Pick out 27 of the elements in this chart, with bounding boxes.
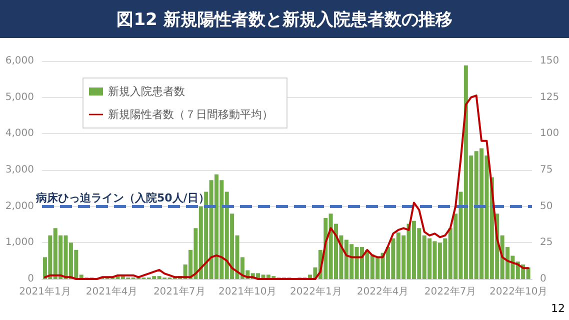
x-tick-label: 2022年1月 (290, 286, 342, 298)
legend-label: 新規入院患者数 (108, 85, 185, 98)
x-tick-label: 2022年10月 (490, 286, 548, 298)
x-tick-label: 2021年7月 (153, 286, 206, 298)
y2-tick-label: 75 (540, 164, 553, 176)
ref-line-label: 病床ひっ迫ライン（入院50人/日） (35, 191, 210, 204)
x-tick-label: 2021年4月 (86, 286, 138, 298)
y-tick-label: 3,000 (5, 164, 34, 176)
y2-tick-label: 100 (540, 128, 560, 140)
y2-tick-label: 150 (540, 56, 560, 66)
y-tick-label: 5,000 (5, 92, 34, 103)
legend-label: 新規陽性者数（７日間移動平均） (108, 108, 273, 121)
y-tick-label: 0 (28, 274, 34, 284)
y-tick-label: 4,000 (5, 128, 34, 140)
text: 12 (551, 302, 566, 315)
y2-tick-label: 25 (540, 237, 553, 248)
y-tick-label: 6,000 (5, 56, 34, 66)
x-tick-label: 2021年10月 (218, 286, 277, 298)
chart-title: 図12 新規陽性者数と新規入院患者数の推移 (0, 0, 569, 38)
x-tick-label: 2021年1月 (19, 286, 71, 298)
x-tick-label: 2022年4月 (356, 286, 409, 298)
y-tick-label: 2,000 (5, 200, 34, 212)
y2-tick-label: 125 (540, 92, 560, 103)
y2-tick-label: 0 (540, 274, 546, 284)
y-tick-label: 1,000 (5, 237, 34, 248)
x-tick-label: 2022年7月 (424, 286, 476, 298)
y2-tick-label: 50 (540, 200, 553, 212)
